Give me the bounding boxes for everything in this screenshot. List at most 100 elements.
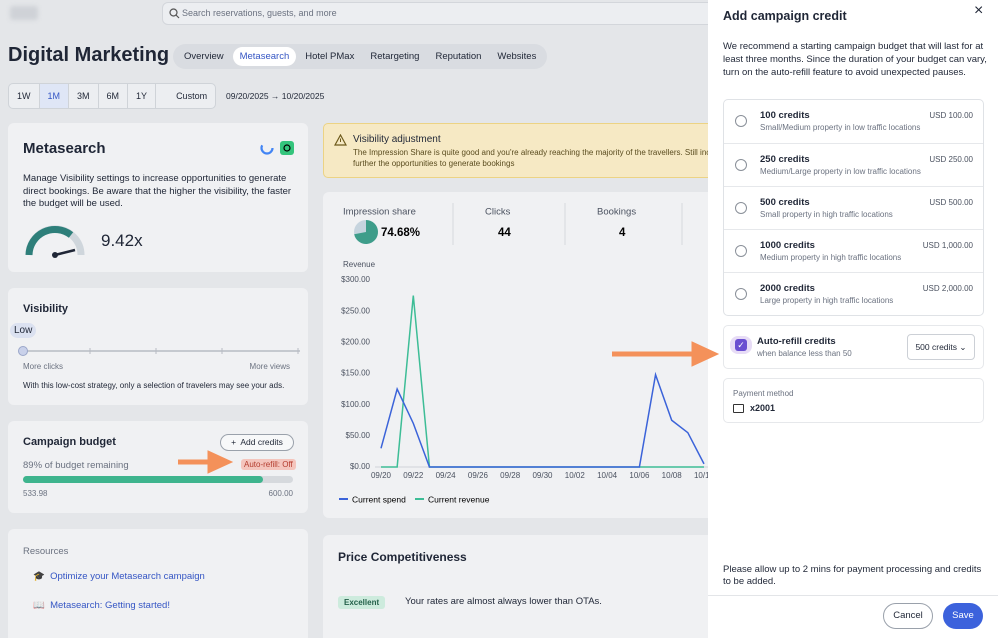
visibility-note: With this low-cost strategy, only a sele… xyxy=(23,381,285,390)
credit-option[interactable]: 250 credits Medium/Large property in low … xyxy=(724,143,983,187)
option-sub: Small/Medium property in low traffic loc… xyxy=(760,123,921,132)
side-panel: Add campaign credit × We recommend a sta… xyxy=(708,0,998,638)
payment-card: x2001 xyxy=(750,403,776,413)
add-credits-button[interactable]: + Add credits xyxy=(220,434,294,451)
search-bar[interactable]: Search reservations, guests, and more xyxy=(162,2,764,25)
level-pill: Low xyxy=(10,323,37,338)
credits-select[interactable]: 500 credits ⌄ xyxy=(907,334,975,360)
budget-left: 533.98 xyxy=(23,489,48,498)
credit-option[interactable]: 500 credits Small property in high traffi… xyxy=(724,186,983,230)
range-button[interactable]: Custom xyxy=(176,91,208,101)
stat-value: 44 xyxy=(498,227,511,239)
card-title: Visibility xyxy=(23,303,69,315)
legend-label: Current spend xyxy=(352,494,406,504)
tab[interactable]: Hotel PMax xyxy=(305,51,355,62)
tab[interactable]: Retargeting xyxy=(370,51,420,62)
resources-card: Resources 🎓 Optimize your Metasearch cam… xyxy=(8,529,308,638)
date-from: 09/20/2025 xyxy=(226,91,269,101)
x-tick-label: 09/28 xyxy=(500,471,521,480)
option-sub: Small property in high traffic locations xyxy=(760,210,893,219)
credit-option[interactable]: 100 credits Small/Medium property in low … xyxy=(724,100,983,143)
card-title: Campaign budget xyxy=(23,436,116,448)
select-value: 500 credits xyxy=(915,342,958,352)
budget-total: 600.00 xyxy=(268,489,293,498)
y-tick-label: $250.00 xyxy=(341,306,370,315)
stat-value: 4 xyxy=(619,227,626,239)
range-button[interactable]: 1Y xyxy=(128,84,157,108)
auto-sub: when balance less than 50 xyxy=(757,349,852,358)
credit-option[interactable]: 2000 credits Large property in high traff… xyxy=(724,272,983,316)
stat-label: Bookings xyxy=(597,207,636,218)
link-text: Metasearch: Getting started! xyxy=(50,600,170,611)
arrow-head xyxy=(207,450,234,474)
range-button[interactable]: 1W xyxy=(9,84,40,108)
range-button[interactable]: 1M xyxy=(39,84,70,108)
panel-note: Please allow up to 2 mins for payment pr… xyxy=(723,564,982,587)
search-placeholder: Search reservations, guests, and more xyxy=(182,8,337,18)
y-axis-label: Revenue xyxy=(343,260,376,269)
slider[interactable] xyxy=(18,345,303,357)
tab-bar: Overview Metasearch Hotel PMax Retargeting R… xyxy=(173,44,548,69)
partner-icons xyxy=(260,141,294,155)
radio xyxy=(735,288,747,300)
payment-box: Payment method x2001 xyxy=(723,378,984,423)
tab[interactable]: Overview xyxy=(184,51,224,62)
tab[interactable]: Metasearch xyxy=(232,47,297,66)
date-range: 09/20/2025 → 10/20/2025 xyxy=(226,91,324,101)
option-title: 2000 credits xyxy=(760,283,815,294)
tab[interactable]: Websites xyxy=(497,51,537,62)
budget-card: Campaign budget + Add credits 89% of bud… xyxy=(8,421,308,513)
date-arrow: → xyxy=(270,91,280,101)
credit-option[interactable]: 1000 credits Medium property in high traf… xyxy=(724,229,983,273)
page-title: Digital Marketing xyxy=(8,44,170,66)
x-tick-label: 09/26 xyxy=(468,471,489,480)
panel-description: We recommend a starting campaign budget … xyxy=(723,41,987,78)
option-title: 100 credits xyxy=(760,110,810,121)
y-tick-label: $150.00 xyxy=(341,369,370,378)
metasearch-card: Metasearch Manage Visibility settings to… xyxy=(8,123,308,272)
save-button[interactable]: Save xyxy=(943,603,983,629)
option-price: USD 250.00 xyxy=(929,155,973,164)
cancel-button[interactable]: Cancel xyxy=(883,603,933,629)
option-price: USD 500.00 xyxy=(929,198,973,207)
option-title: 1000 credits xyxy=(760,240,815,251)
auto-title: Auto-refill credits xyxy=(757,336,836,347)
slider-min: More clicks xyxy=(23,362,64,371)
card-title: Resources xyxy=(23,546,69,557)
resource-link[interactable]: 📖 Metasearch: Getting started! xyxy=(33,600,170,611)
series-line xyxy=(380,371,705,468)
y-tick-label: $100.00 xyxy=(341,400,370,409)
arrow-head xyxy=(691,341,720,367)
divider xyxy=(708,595,998,596)
x-tick-label: 10/02 xyxy=(565,471,586,480)
option-sub: Medium property in high traffic location… xyxy=(760,253,902,262)
progress-fill xyxy=(23,476,263,483)
y-tick-label: $50.00 xyxy=(346,431,371,440)
gauge xyxy=(25,225,85,258)
progress-track xyxy=(23,476,293,483)
card-icon xyxy=(733,404,744,413)
remaining-label: 89% of budget remaining xyxy=(23,460,129,471)
alert-title: Visibility adjustment xyxy=(353,134,441,145)
y-tick-label: $200.00 xyxy=(341,337,370,346)
x-tick-label: 10/10 xyxy=(694,471,715,480)
tab[interactable]: Reputation xyxy=(435,51,482,62)
range-button[interactable]: 3M xyxy=(69,84,99,108)
stat-value: 74.68% xyxy=(381,227,420,239)
range-button[interactable]: 6M xyxy=(99,84,129,108)
stat-label: Impression share xyxy=(343,207,416,218)
option-price: USD 100.00 xyxy=(929,111,973,120)
payment-label: Payment method xyxy=(733,389,794,398)
option-sub: Medium/Large property in low traffic loc… xyxy=(760,167,921,176)
credit-options: 100 credits Small/Medium property in low … xyxy=(723,99,984,316)
option-price: USD 1,000.00 xyxy=(922,241,973,250)
link-text: Optimize your Metasearch campaign xyxy=(50,571,205,582)
visibility-card: Visibility Low More clicks More views Wi… xyxy=(8,288,308,405)
checkbox[interactable]: ✓ xyxy=(735,339,747,351)
resource-link[interactable]: 🎓 Optimize your Metasearch campaign xyxy=(33,571,205,582)
close-button[interactable]: × xyxy=(974,2,984,19)
card-description: Manage Visibility settings to increase o… xyxy=(23,173,292,209)
option-sub: Large property in high traffic locations xyxy=(760,296,894,305)
